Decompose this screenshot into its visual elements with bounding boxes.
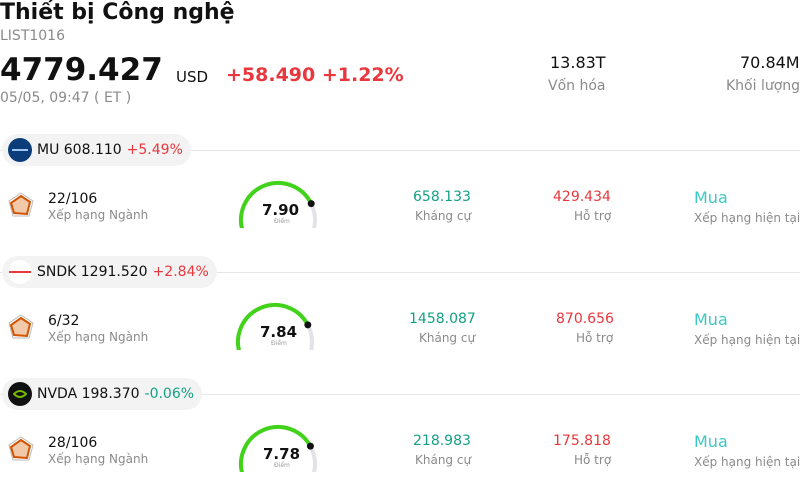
gauge-fill bbox=[239, 425, 313, 472]
rank-pentagon-icon bbox=[8, 314, 34, 344]
percent-change: +2.84% bbox=[152, 264, 209, 280]
industry-rank: 28/106 bbox=[48, 435, 98, 451]
stock-chip-mu[interactable]: MU 608.110 +5.49% bbox=[2, 134, 191, 166]
percent-change: +5.49% bbox=[126, 142, 183, 158]
stock-chip-nvda[interactable]: NVDA 198.370 -0.06% bbox=[2, 378, 203, 410]
rating-label: Xếp hạng hiện tại bbox=[694, 333, 800, 347]
gauge-fill bbox=[236, 303, 310, 350]
support-value: 175.818 bbox=[553, 433, 611, 449]
resistance-value: 658.133 bbox=[413, 189, 471, 205]
volume-value: 70.84M bbox=[740, 53, 800, 72]
score-label: Điểm bbox=[271, 340, 287, 347]
currency-label: USD bbox=[176, 68, 209, 86]
resistance-label: Kháng cự bbox=[419, 331, 476, 345]
gauge-marker bbox=[307, 200, 315, 208]
page-title: Thiết bị Công nghệ bbox=[0, 0, 235, 25]
industry-rank: 22/106 bbox=[48, 191, 98, 207]
score-label: Điểm bbox=[274, 218, 290, 225]
divider bbox=[0, 394, 800, 395]
score-value: 7.90 bbox=[262, 201, 300, 219]
industry-rank-label: Xếp hạng Ngành bbox=[48, 452, 149, 466]
index-price: 4779.427 bbox=[0, 52, 163, 88]
industry-rank: 6/32 bbox=[48, 313, 80, 329]
company-logo-icon bbox=[8, 260, 32, 284]
rating-label: Xếp hạng hiện tại bbox=[694, 211, 800, 225]
resistance-value: 218.983 bbox=[413, 433, 471, 449]
gauge-fill bbox=[239, 181, 314, 228]
support-label: Hỗ trợ bbox=[576, 331, 614, 345]
score-gauge bbox=[236, 303, 314, 350]
support-value: 870.656 bbox=[556, 311, 614, 327]
ticker-price: MU 608.110 bbox=[37, 142, 122, 158]
stock-chip-sndk[interactable]: SNDK 1291.520 +2.84% bbox=[2, 256, 217, 288]
rating-value: Mua bbox=[694, 310, 728, 329]
volume-label: Khối lượng bbox=[726, 78, 800, 94]
industry-rank-label: Xếp hạng Ngành bbox=[48, 208, 149, 222]
rank-pentagon-icon bbox=[8, 436, 34, 466]
market-cap-label: Vốn hóa bbox=[548, 78, 606, 94]
company-logo-icon bbox=[8, 138, 32, 162]
rating-label: Xếp hạng hiện tại bbox=[694, 455, 800, 469]
rank-pentagon-icon bbox=[8, 192, 34, 222]
industry-rank-label: Xếp hạng Ngành bbox=[48, 330, 149, 344]
score-value: 7.84 bbox=[260, 323, 298, 341]
score-gauge bbox=[239, 181, 317, 228]
resistance-label: Kháng cự bbox=[415, 209, 472, 223]
divider bbox=[0, 150, 800, 151]
market-cap-value: 13.83T bbox=[550, 53, 606, 72]
list-code: LIST1016 bbox=[0, 28, 65, 44]
gauge-marker bbox=[306, 442, 314, 450]
gauge-marker bbox=[304, 321, 312, 329]
percent-change: -0.06% bbox=[144, 386, 195, 402]
ticker-price: NVDA 198.370 bbox=[37, 386, 140, 402]
rating-value: Mua bbox=[694, 432, 728, 451]
resistance-label: Kháng cự bbox=[415, 453, 472, 467]
score-label: Điểm bbox=[274, 462, 290, 469]
price-change: +58.490 +1.22% bbox=[226, 64, 404, 86]
support-label: Hỗ trợ bbox=[574, 209, 612, 223]
company-logo-icon bbox=[8, 382, 32, 406]
divider bbox=[0, 272, 800, 273]
score-gauge bbox=[239, 425, 317, 472]
ticker-price: SNDK 1291.520 bbox=[37, 264, 148, 280]
resistance-value: 1458.087 bbox=[409, 311, 476, 327]
support-value: 429.434 bbox=[553, 189, 611, 205]
score-value: 7.78 bbox=[263, 445, 301, 463]
support-label: Hỗ trợ bbox=[574, 453, 612, 467]
rating-value: Mua bbox=[694, 188, 728, 207]
timestamp: 05/05, 09:47 ( ET ) bbox=[0, 90, 132, 106]
